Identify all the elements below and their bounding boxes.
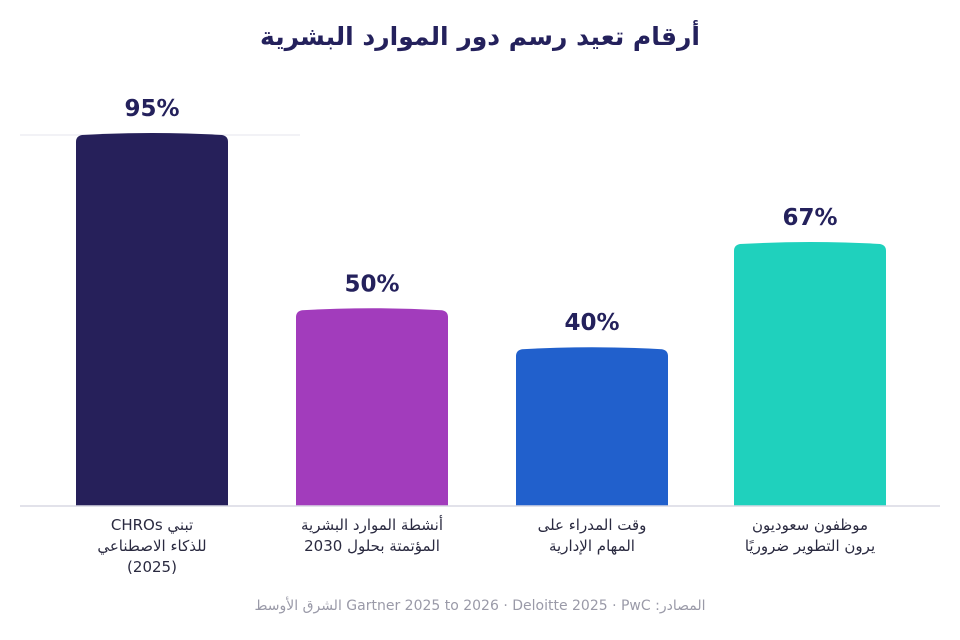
category-label-4-line-2: يرون التطوير ضروريًا xyxy=(745,537,875,555)
category-label-3-line-1: وقت المدراء على xyxy=(538,516,647,534)
category-label-2-line-2: المؤتمتة بحلول 2030 xyxy=(304,537,440,555)
category-label-2-line-1: أنشطة الموارد البشرية xyxy=(301,515,443,534)
category-label-4-line-1: موظفون سعوديون xyxy=(752,516,868,534)
value-label-2: 50% xyxy=(344,271,399,297)
bar-2 xyxy=(296,308,448,506)
category-label-3-line-2: المهام الإدارية xyxy=(549,537,635,555)
value-label-1: 95% xyxy=(124,96,179,122)
category-label-1-line-3: (2025) xyxy=(127,558,177,576)
value-label-4: 67% xyxy=(782,205,837,231)
bar-3 xyxy=(516,347,668,506)
bar-4 xyxy=(734,242,886,507)
value-label-3: 40% xyxy=(564,310,619,336)
category-label-1-line-2: للذكاء الاصطناعي xyxy=(97,537,206,556)
bar-1 xyxy=(76,133,228,506)
category-label-1-line-1: تبني CHROs xyxy=(111,516,193,535)
chart-title: أرقام تعيد رسم دور الموارد البشرية xyxy=(260,22,700,51)
source-note: المصادر: Gartner 2025 to 2026 · Deloitte… xyxy=(254,598,706,614)
